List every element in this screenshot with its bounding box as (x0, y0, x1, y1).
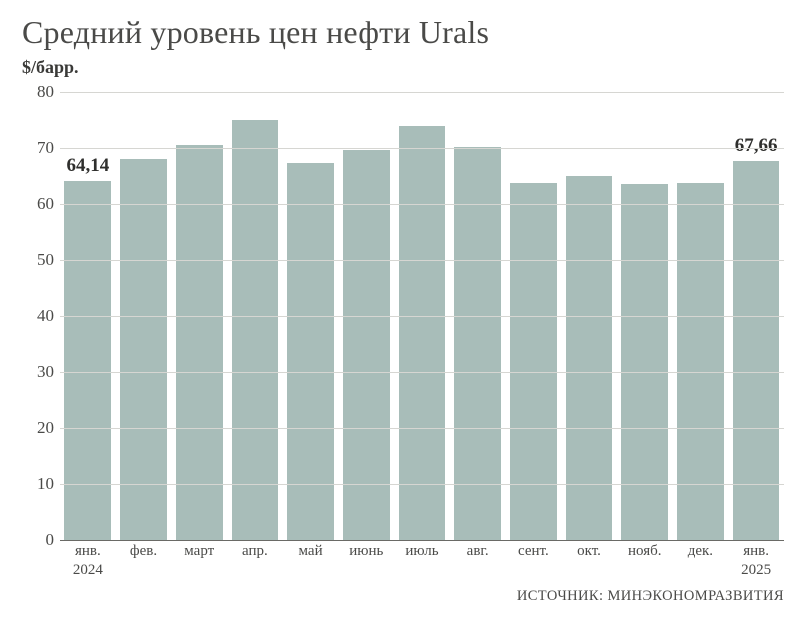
x-axis-labels: янв. 2024фев.мартапр.майиюньиюльавг.сент… (60, 542, 784, 580)
x-tick-label: дек. (673, 542, 729, 580)
bar (566, 176, 613, 540)
x-tick-label: нояб. (617, 542, 673, 580)
x-tick-label: сент. (506, 542, 562, 580)
source-caption: ИСТОЧНИК: МИНЭКОНОМРАЗВИТИЯ (517, 588, 784, 605)
gridline (60, 484, 784, 485)
y-tick-label: 0 (20, 530, 54, 550)
x-tick-label: июль (394, 542, 450, 580)
bar (454, 147, 501, 540)
y-tick-label: 30 (20, 362, 54, 382)
gridline (60, 540, 784, 541)
x-tick-label: март (171, 542, 227, 580)
gridline (60, 316, 784, 317)
x-tick-label: июнь (338, 542, 394, 580)
bar (232, 120, 279, 540)
y-tick-label: 60 (20, 194, 54, 214)
bar (621, 184, 668, 540)
chart-subtitle: $/барр. (22, 57, 792, 78)
y-tick-label: 50 (20, 250, 54, 270)
x-tick-label: фев. (116, 542, 172, 580)
y-tick-label: 20 (20, 418, 54, 438)
x-tick-label: янв. 2024 (60, 542, 116, 580)
bar-value-label: 64,14 (66, 155, 109, 177)
chart: Средний уровень цен нефти Urals $/барр. (22, 14, 792, 78)
gridline (60, 260, 784, 261)
bar: 64,14 (64, 181, 111, 540)
y-tick-label: 10 (20, 474, 54, 494)
bar (343, 150, 390, 540)
x-tick-label: май (283, 542, 339, 580)
y-tick-label: 70 (20, 138, 54, 158)
gridline (60, 92, 784, 93)
plot-area: 64,14 67,66 (60, 92, 784, 540)
gridline (60, 428, 784, 429)
y-tick-label: 40 (20, 306, 54, 326)
gridline (60, 372, 784, 373)
bar (677, 183, 724, 540)
x-tick-label: окт. (561, 542, 617, 580)
gridline (60, 148, 784, 149)
bar-value-label: 67,66 (735, 135, 778, 157)
bar (510, 183, 557, 540)
y-tick-label: 80 (20, 82, 54, 102)
x-tick-label: янв. 2025 (728, 542, 784, 580)
gridline (60, 204, 784, 205)
x-tick-label: авг. (450, 542, 506, 580)
bar (120, 159, 167, 540)
x-tick-label: апр. (227, 542, 283, 580)
chart-title: Средний уровень цен нефти Urals (22, 14, 792, 51)
bar (399, 126, 446, 540)
